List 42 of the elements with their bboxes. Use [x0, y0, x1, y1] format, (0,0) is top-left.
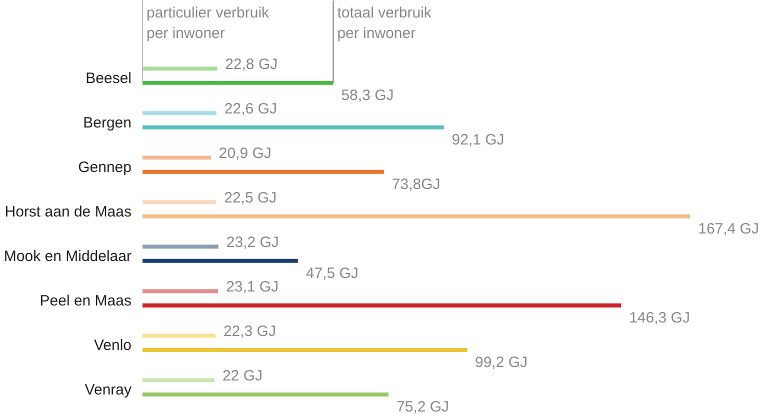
data-label: 47,5 GJ — [306, 264, 358, 282]
bar — [142, 348, 468, 352]
data-label: 58,3 GJ — [341, 86, 394, 104]
data-label: 146,3 GJ — [629, 309, 690, 326]
y-tick-label: Peel en Maas — [40, 292, 132, 310]
annotation: particulier verbruik per inwoner — [146, 4, 270, 42]
data-label: 75,2 GJ — [396, 398, 450, 414]
data-label: 22,5 GJ — [224, 190, 277, 207]
bar — [142, 392, 388, 396]
y-tick-label: Mook en Middelaar — [4, 248, 132, 265]
bar — [142, 214, 690, 218]
annotation: totaal verbruik per inwoner — [337, 4, 432, 42]
data-label: 92,1 GJ — [452, 131, 504, 148]
data-label: 20,9 GJ — [218, 145, 272, 162]
y-tick-label: Gennep — [78, 158, 132, 176]
bar — [142, 244, 218, 249]
data-label: 99,2 GJ — [475, 354, 528, 371]
bar — [142, 289, 218, 294]
bar — [142, 66, 218, 71]
data-label: 22,8 GJ — [225, 56, 278, 74]
bar — [142, 200, 216, 204]
bar — [142, 156, 211, 160]
data-label: 167,4 GJ — [698, 220, 759, 238]
bar — [142, 170, 384, 174]
bar — [142, 258, 298, 263]
bar — [142, 111, 216, 116]
data-label: 23,2 GJ — [226, 234, 279, 252]
bar — [142, 80, 334, 85]
y-tick-label: Horst aan de Maas — [4, 203, 132, 220]
y-tick-label: Beesel — [86, 70, 132, 87]
bar — [142, 334, 216, 338]
data-label: 22 GJ — [222, 368, 262, 385]
bar — [142, 378, 214, 382]
data-label: 73,8GJ — [392, 176, 440, 193]
data-label: 23,1 GJ — [226, 278, 279, 296]
y-tick-label: Venray — [84, 382, 132, 399]
y-tick-label: Venlo — [94, 337, 132, 354]
bar — [142, 303, 622, 308]
y-tick-label: Bergen — [83, 114, 132, 132]
bar — [142, 125, 444, 130]
data-label: 22,6 GJ — [224, 100, 277, 118]
data-label: 22,3 GJ — [223, 323, 276, 340]
